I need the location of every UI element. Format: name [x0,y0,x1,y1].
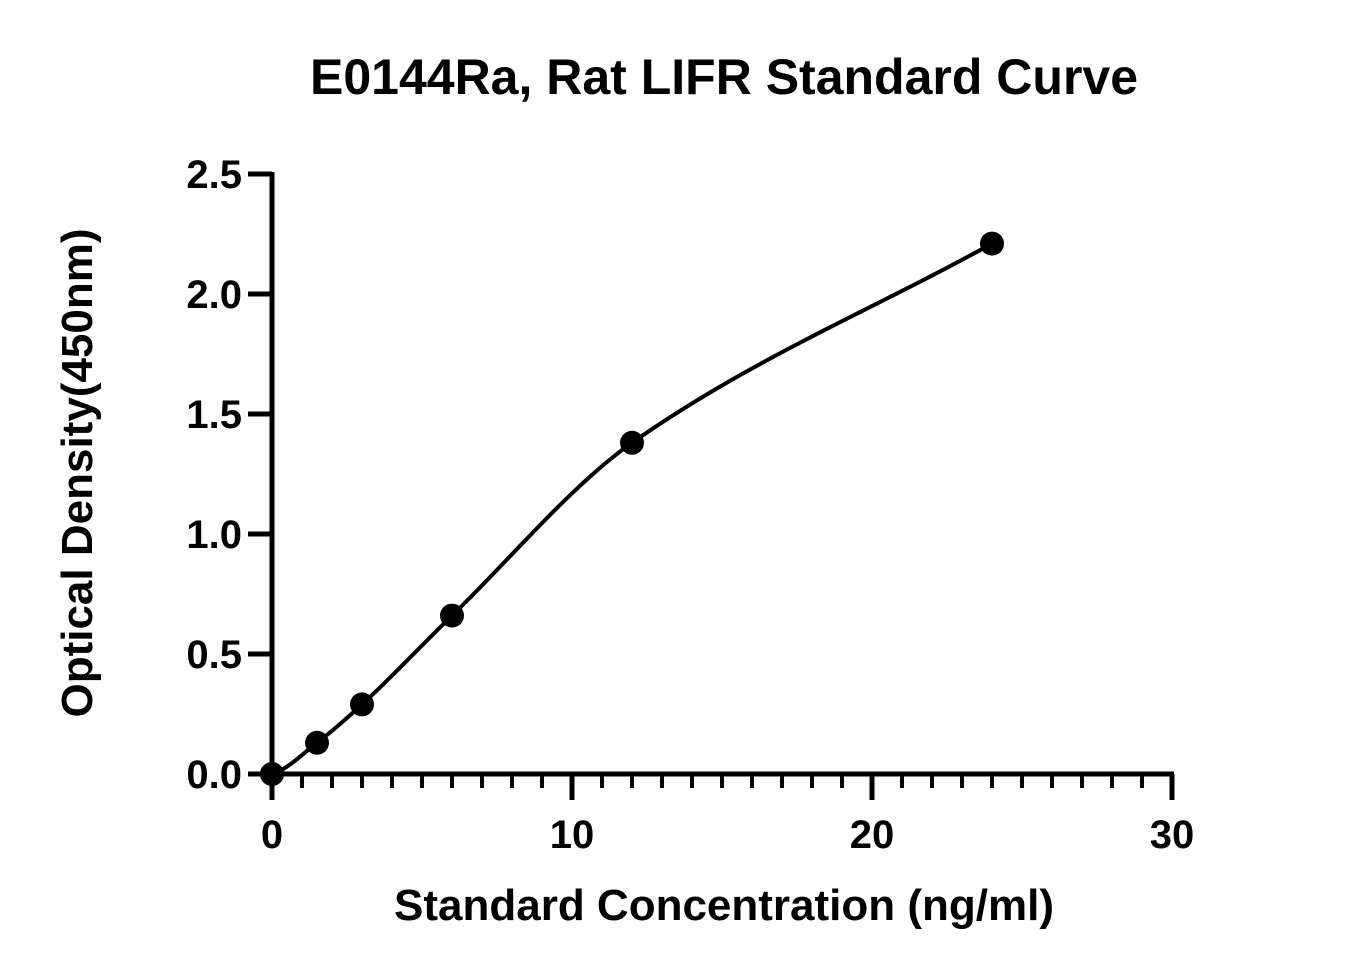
data-point [980,231,1004,256]
data-point [440,603,464,628]
data-point [260,762,284,786]
y-tick-label: 1.5 [186,393,242,437]
y-tick-label: 0.0 [186,753,242,797]
chart-title: E0144Ra, Rat LIFR Standard Curve [310,49,1138,105]
data-point [620,430,644,455]
data-point [305,730,329,755]
y-tick-label: 2.5 [186,153,242,197]
y-tick-label: 2.0 [186,273,242,317]
x-axis-label: Standard Concentration (ng/ml) [394,881,1054,930]
x-tick-label: 30 [1150,813,1195,857]
y-tick-label: 1.0 [186,513,242,557]
x-tick-label: 10 [550,813,595,857]
data-point [350,692,374,717]
x-tick-label: 20 [850,813,895,857]
data-points [260,231,1004,786]
y-axis-label: Optical Density(450nm) [53,228,102,717]
ticks: 0.0 0.5 1.0 1.5 2.0 2.5 0 10 20 30 [186,153,1194,857]
y-tick-label: 0.5 [186,633,242,677]
fit-curve [271,241,993,776]
x-tick-label: 0 [261,813,283,857]
